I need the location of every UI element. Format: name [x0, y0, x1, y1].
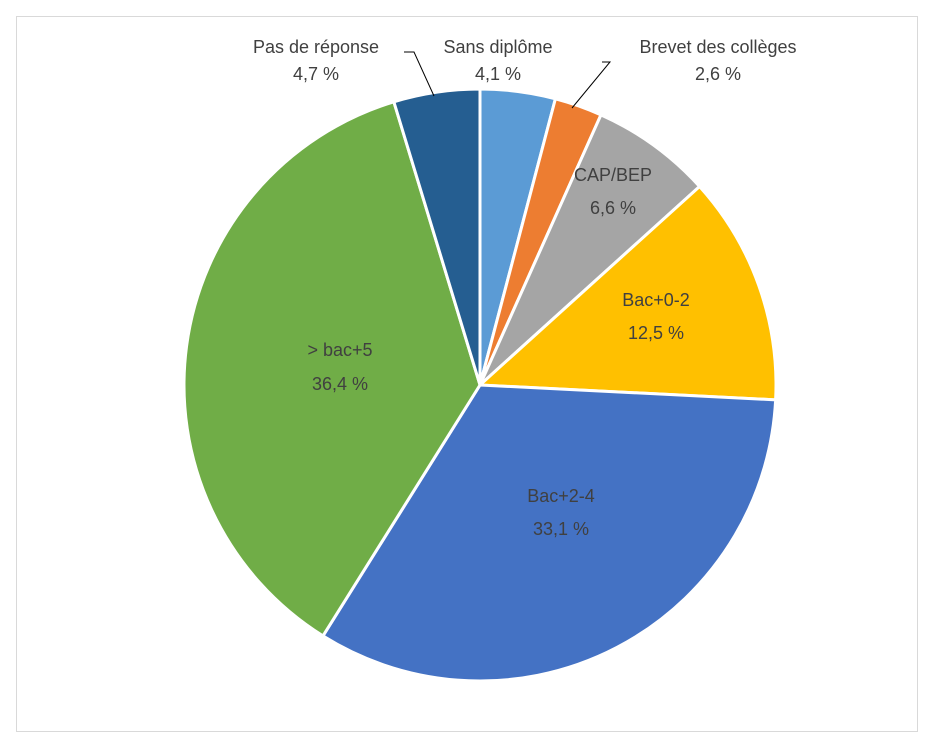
pie-slice-bac-0-2 — [476, 184, 778, 402]
label-value-bac-2-4: 33,1 % — [533, 519, 589, 539]
label-value-bac-0-2: 12,5 % — [628, 323, 684, 343]
label-name-bac-2-4: Bac+2-4 — [527, 486, 595, 506]
label-name-pas-de-r-ponse: Pas de réponse — [253, 37, 379, 57]
label-name-bac-5: > bac+5 — [307, 340, 372, 360]
leader-line-brevet-des-coll-ges — [571, 61, 612, 109]
label-value-sans-dipl-me: 4,1 % — [475, 64, 521, 84]
label-name-bac-0-2: Bac+0-2 — [622, 290, 690, 310]
label-value-pas-de-r-ponse: 4,7 % — [293, 64, 339, 84]
label-value-cap-bep: 6,6 % — [590, 198, 636, 218]
pie-slice-pas-de-r-ponse — [391, 87, 482, 386]
pie-slice-bac-5 — [182, 99, 482, 638]
label-name-brevet-des-coll-ges: Brevet des collèges — [639, 37, 796, 57]
pie-slice-cap-bep — [478, 112, 702, 387]
label-name-cap-bep: CAP/BEP — [574, 165, 652, 185]
leader-line-pas-de-r-ponse — [404, 51, 435, 97]
leader-lines — [404, 51, 612, 109]
pie-slices — [182, 87, 778, 683]
pie-slice-bac-2-4 — [320, 383, 778, 683]
label-value-brevet-des-coll-ges: 2,6 % — [695, 64, 741, 84]
label-value-bac-5: 36,4 % — [312, 374, 368, 394]
label-name-sans-dipl-me: Sans diplôme — [443, 37, 552, 57]
data-labels: Sans diplôme 4,1 % Brevet des collèges 2,6 … — [253, 37, 797, 539]
